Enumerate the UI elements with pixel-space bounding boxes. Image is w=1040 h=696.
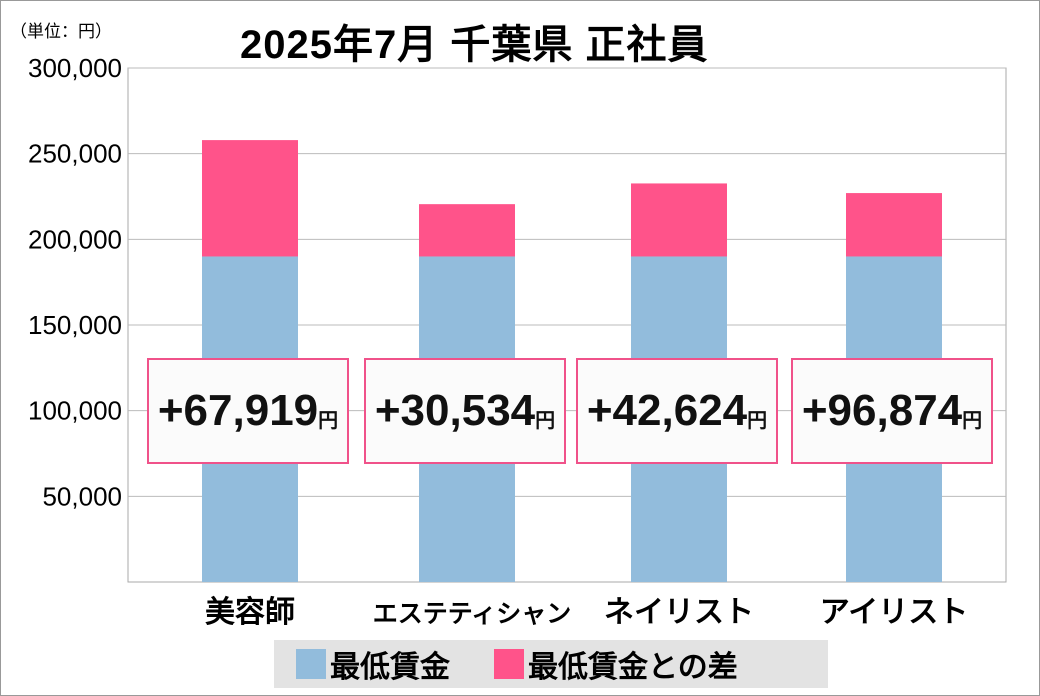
bar-diff [631, 183, 727, 257]
legend-label-diff: 最低賃金との差 [528, 651, 738, 684]
unit-label: （単位：円） [10, 22, 112, 41]
bar-diff [202, 140, 298, 257]
x-tick-label: アイリスト [820, 596, 969, 629]
x-tick-label: 美容師 [205, 595, 295, 629]
legend-swatch-min-wage [296, 649, 326, 679]
difference-label: +30,534 円 [364, 358, 566, 464]
y-tick-label: 200,000 [28, 224, 122, 254]
bar-diff [419, 204, 515, 257]
difference-label: +42,624 円 [576, 358, 778, 464]
y-tick-label: 300,000 [28, 53, 122, 83]
legend-swatch-diff [494, 649, 524, 679]
bar-diff [846, 193, 942, 257]
legend: 最低賃金 最低賃金との差 [274, 640, 828, 688]
x-tick-label: エステティシャン [373, 600, 572, 628]
yen-unit: 円 [962, 409, 983, 432]
y-tick-label: 150,000 [28, 310, 122, 340]
y-tick-label: 250,000 [28, 139, 122, 169]
difference-value: +30,534 [374, 386, 536, 435]
y-tick-label: 50,000 [42, 481, 122, 511]
difference-value: +67,919 [157, 386, 319, 435]
difference-value: +96,874 [801, 386, 963, 435]
y-tick-label: 100,000 [28, 396, 122, 426]
yen-unit: 円 [747, 409, 768, 432]
x-tick-label: ネイリスト [604, 596, 754, 629]
chart-title: 2025年7月 千葉県 正社員 [240, 23, 709, 67]
yen-unit: 円 [318, 409, 339, 432]
difference-label: +96,874 円 [791, 358, 993, 464]
yen-unit: 円 [535, 409, 556, 432]
legend-label-min-wage: 最低賃金 [330, 651, 450, 684]
difference-label: +67,919 円 [147, 358, 349, 464]
difference-value: +42,624 [586, 386, 748, 435]
